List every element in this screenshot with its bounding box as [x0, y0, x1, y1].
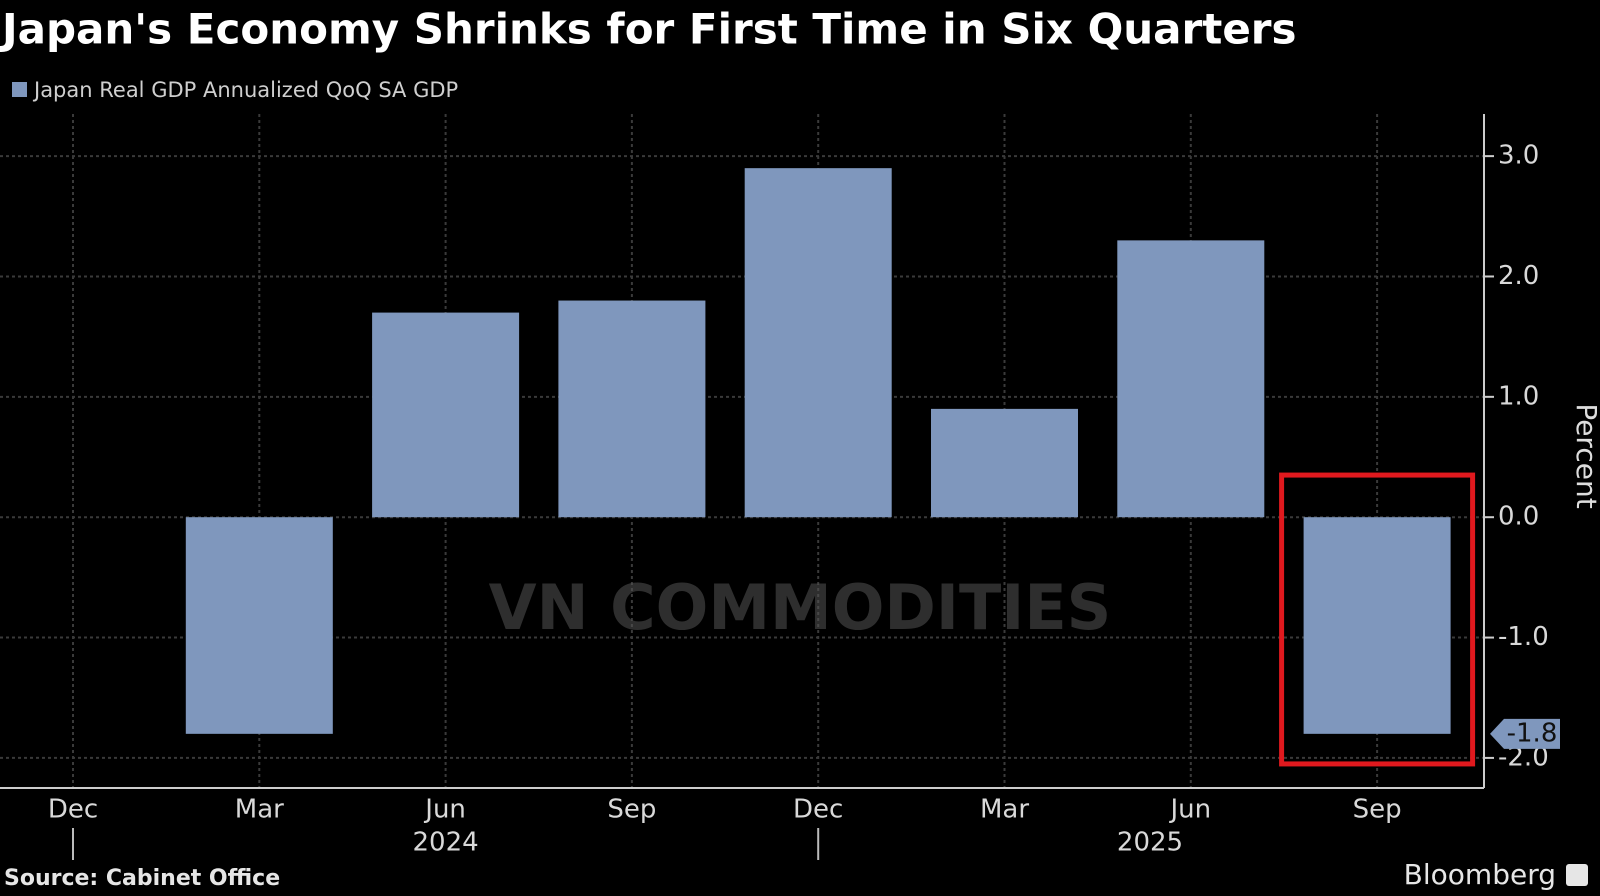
x-tick-label: Dec: [48, 795, 98, 825]
source: Source: Cabinet Office: [4, 866, 280, 891]
bar: [1117, 240, 1265, 518]
value-label: -1.8: [1507, 718, 1558, 748]
y-tick-label: 3.0: [1498, 141, 1539, 171]
brand-icon: [1566, 864, 1588, 886]
y-tick-label: -1.0: [1498, 622, 1549, 652]
x-year-label: 2024: [413, 828, 479, 858]
brand: Bloomberg: [1404, 858, 1556, 891]
bar: [931, 408, 1078, 518]
bar: [744, 168, 892, 518]
bar: [1303, 517, 1451, 734]
x-tick-label: Mar: [980, 795, 1029, 825]
x-tick-label: Mar: [235, 795, 284, 825]
x-tick-label: Dec: [793, 795, 843, 825]
bar: [185, 517, 333, 734]
chart-title: Japan's Economy Shrinks for First Time i…: [0, 5, 1297, 54]
y-tick-label: 1.0: [1498, 381, 1539, 411]
bar: [372, 312, 520, 518]
y-tick-label: 0.0: [1498, 502, 1539, 532]
y-axis-label: Percent: [1570, 403, 1600, 508]
legend-label: Japan Real GDP Annualized QoQ SA GDP: [32, 78, 458, 102]
bar: [558, 300, 706, 518]
highlight-box: [1279, 472, 1476, 767]
x-year-label: 2025: [1117, 828, 1183, 858]
x-tick-label: Jun: [1168, 795, 1211, 825]
legend-swatch: [12, 82, 27, 97]
value-callout: [1490, 718, 1560, 749]
x-tick-label: Sep: [607, 795, 656, 825]
y-tick-label: 2.0: [1498, 261, 1539, 291]
x-tick-label: Jun: [423, 795, 466, 825]
watermark: VN COMMODITIES: [489, 571, 1112, 644]
x-tick-label: Sep: [1353, 795, 1402, 825]
